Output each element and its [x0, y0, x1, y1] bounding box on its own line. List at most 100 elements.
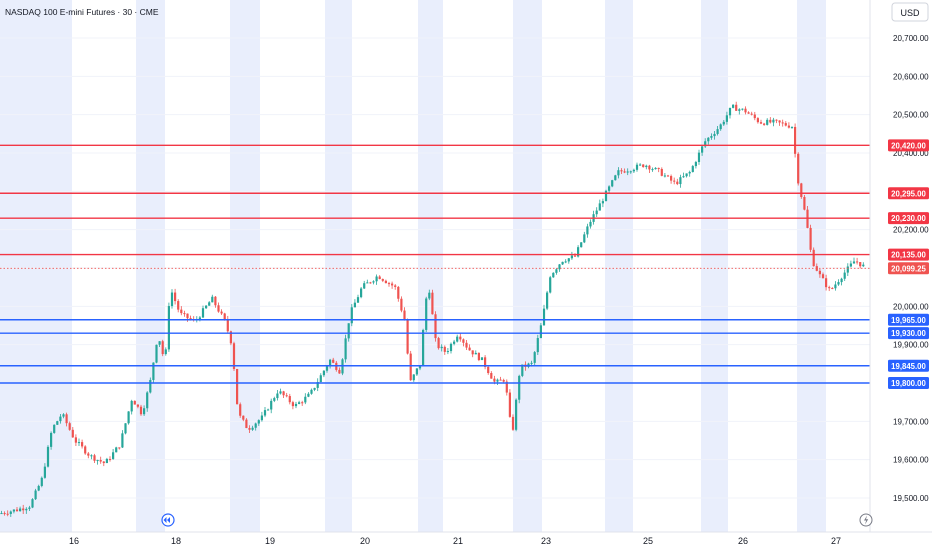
candle-body: [558, 264, 561, 270]
candle-body: [425, 298, 428, 330]
price-tick-label: 19,500.00: [893, 494, 929, 503]
session-band: [701, 0, 728, 532]
candle-body: [270, 400, 273, 410]
candle-body: [825, 278, 828, 288]
candle-body: [325, 366, 329, 371]
candle-body: [484, 357, 487, 367]
candle-body: [15, 509, 19, 512]
currency-button[interactable]: [891, 2, 929, 22]
candle-body: [654, 167, 657, 170]
candle-body: [155, 344, 158, 363]
candle-body: [716, 129, 719, 134]
candle-body: [319, 375, 322, 383]
session-band: [418, 0, 443, 532]
time-tick-label: 16: [69, 536, 79, 546]
candle-body: [570, 255, 573, 259]
time-axis[interactable]: [0, 532, 932, 550]
support-level-tag: [888, 313, 929, 326]
candle-body: [502, 379, 505, 382]
chart-title: NASDAQ 100 E-mini Futures · 30 · CME: [5, 7, 159, 17]
candle-body: [546, 292, 549, 309]
candle-body: [201, 308, 205, 318]
price-tick-label: 19,600.00: [893, 456, 929, 465]
candle-body: [149, 379, 152, 393]
candle-body: [595, 210, 598, 215]
candle-body: [198, 317, 201, 320]
rewind-icon[interactable]: [161, 513, 175, 527]
resistance-level-tag: [888, 139, 929, 152]
candle-body: [62, 414, 65, 417]
candle-body: [428, 292, 431, 299]
price-tick-label: 20,000.00: [893, 302, 929, 311]
candle-body: [22, 508, 25, 511]
time-tick-label: 23: [541, 536, 551, 546]
candle-body: [719, 124, 722, 130]
candle-body: [322, 370, 325, 376]
candle-body: [394, 285, 397, 287]
candle-body: [177, 301, 180, 310]
candle-body: [372, 281, 375, 283]
candle-body: [852, 261, 856, 264]
candle-body: [536, 338, 539, 353]
candle-body: [28, 507, 31, 509]
candle-body: [146, 392, 149, 409]
candle-body: [313, 387, 316, 390]
time-axis-ticks: 16 18 19 20 21 23 25 26 27: [69, 536, 841, 546]
candle-body: [564, 261, 567, 263]
price-tick-label: 20,200.00: [893, 226, 929, 235]
candle-body: [434, 314, 437, 339]
candle-body: [648, 165, 651, 170]
candle-body: [763, 123, 766, 125]
candle-body: [800, 183, 803, 197]
candle-body: [152, 362, 155, 380]
candle-body: [769, 119, 772, 123]
candle-body: [518, 375, 521, 400]
candle-body: [849, 263, 852, 267]
candle-body: [639, 164, 642, 166]
candle-body: [787, 125, 790, 128]
candle-body: [707, 137, 710, 142]
session-bands: [0, 0, 826, 532]
candle-body: [406, 320, 409, 354]
candle-body: [412, 374, 415, 381]
lightning-icon[interactable]: [859, 513, 873, 527]
candle-body: [397, 286, 400, 299]
candle-body: [722, 121, 725, 125]
candle-body: [784, 123, 787, 126]
candle-body: [797, 153, 800, 184]
candle-body: [375, 276, 378, 282]
candle-body: [127, 411, 130, 424]
candle-body: [713, 133, 716, 137]
candle-body: [347, 323, 350, 339]
candle-body: [19, 508, 22, 512]
candle-body: [766, 119, 769, 125]
candle-body: [673, 180, 676, 182]
candle-body: [862, 264, 865, 267]
candle-body: [96, 460, 99, 462]
candle-body: [567, 258, 570, 262]
candle-body: [840, 278, 843, 283]
candle-body: [273, 398, 276, 401]
candle-body: [583, 234, 586, 243]
price-tick-label: 20,700.00: [893, 34, 929, 43]
candle-body: [474, 352, 477, 355]
support-level-tag-label: 19,930.00: [891, 329, 926, 338]
price-tick-label: 19,700.00: [893, 417, 929, 426]
price-tick-label: 20,500.00: [893, 111, 929, 120]
candle-body: [632, 169, 635, 172]
candle-body: [623, 171, 626, 173]
session-band: [136, 0, 165, 532]
candle-body: [533, 352, 536, 363]
candles: [0, 101, 865, 517]
candle-body: [329, 359, 332, 367]
candle-body: [465, 342, 468, 348]
candle-body: [50, 432, 53, 447]
candle-body: [818, 270, 821, 275]
candle-body: [332, 359, 335, 363]
last-price-tag-label: 20,099.25: [891, 264, 926, 273]
candle-body: [6, 513, 9, 515]
candle-body: [220, 311, 223, 314]
time-tick-label: 19: [265, 536, 275, 546]
candle-body: [828, 287, 831, 289]
